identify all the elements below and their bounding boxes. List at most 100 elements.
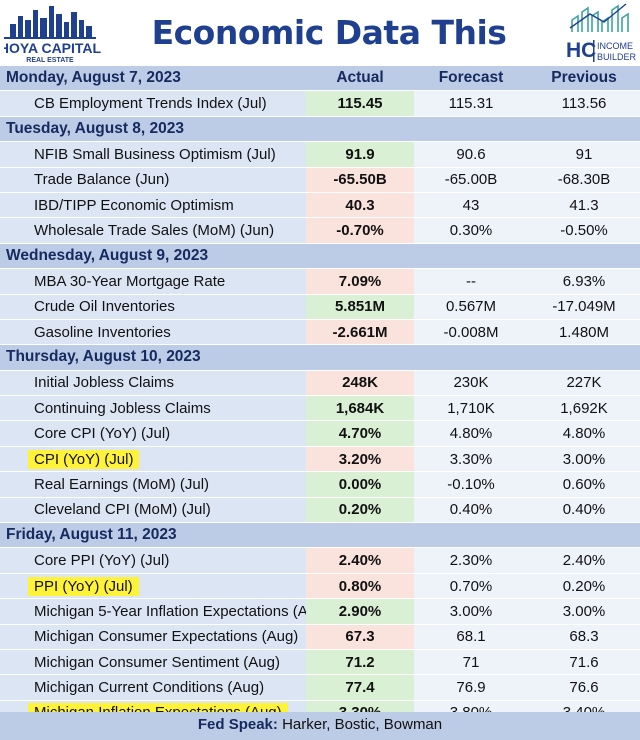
forecast-value: 0.70% <box>414 573 528 600</box>
indicator-name: Real Earnings (MoM) (Jul) <box>34 475 210 493</box>
forecast-value: 2.30% <box>414 547 528 574</box>
indicator-name-highlighted: PPI (YoY) (Jul) <box>28 576 139 596</box>
previous-value: 71.6 <box>528 649 640 676</box>
indicator-name: Trade Balance (Jun) <box>34 171 170 189</box>
indicator-name-highlighted: CPI (YoY) (Jul) <box>28 449 140 469</box>
table-row: Michigan 5-Year Inflation Expectations (… <box>0 598 640 625</box>
forecast-value: 90.6 <box>414 141 528 168</box>
actual-value: 2.90% <box>306 598 414 625</box>
forecast-value: 43 <box>414 192 528 219</box>
day-header-row: Monday, August 7, 2023 Actual Forecast P… <box>0 66 640 92</box>
table-row: Cleveland CPI (MoM) (Jul) 0.20% 0.40% 0.… <box>0 497 640 524</box>
fed-speak-footer: Fed Speak: Harker, Bostic, Bowman <box>0 712 640 740</box>
previous-value: 0.40% <box>528 497 640 524</box>
previous-value: -17.049M <box>528 294 640 320</box>
forecast-value: 4.80% <box>414 420 528 447</box>
actual-value: -0.70% <box>306 217 414 244</box>
day-label: Thursday, August 10, 2023 <box>0 344 306 371</box>
indicator-name: Core CPI (YoY) (Jul) <box>34 425 171 443</box>
logo-right-letters: HC <box>566 39 596 62</box>
actual-value: 115.45 <box>306 90 414 117</box>
previous-value: 3.00% <box>528 598 640 625</box>
day-header-row: Wednesday, August 9, 2023 <box>0 243 640 270</box>
forecast-value: 3.30% <box>414 446 528 473</box>
actual-value: 248K <box>306 370 414 397</box>
table-row: Core PPI (YoY) (Jul) 2.40% 2.30% 2.40% <box>0 547 640 574</box>
actual-value: 1,684K <box>306 395 414 422</box>
previous-value: 4.80% <box>528 420 640 447</box>
page-title: Economic Data This Week <box>151 13 507 102</box>
table-row: IBD/TIPP Economic Optimism 40.3 43 41.3 <box>0 192 640 219</box>
previous-value: 76.6 <box>528 674 640 701</box>
indicator-name: Initial Jobless Claims <box>34 374 175 392</box>
previous-value: 1,692K <box>528 395 640 422</box>
indicator-name: NFIB Small Business Optimism (Jul) <box>34 145 276 163</box>
column-header-previous: Previous <box>528 66 640 92</box>
day-header-row: Tuesday, August 8, 2023 <box>0 116 640 143</box>
table-row: Initial Jobless Claims 248K 230K 227K <box>0 370 640 397</box>
table-row: CPI (YoY) (Jul) 3.20% 3.30% 3.00% <box>0 446 640 473</box>
hc-income-builder-logo: HC INCOME BUILDER <box>566 3 637 62</box>
hoya-capital-logo: HOYA CAPITAL REAL ESTATE <box>4 6 102 64</box>
header: HOYA CAPITAL REAL ESTATE Economic Data T… <box>0 0 640 102</box>
indicator-name: Cleveland CPI (MoM) (Jul) <box>34 501 211 519</box>
actual-value: 0.00% <box>306 471 414 498</box>
actual-value: 4.70% <box>306 420 414 447</box>
logo-right-line1: INCOME <box>597 41 633 51</box>
previous-value: 0.20% <box>528 573 640 600</box>
previous-value: -0.50% <box>528 217 640 244</box>
table-row: PPI (YoY) (Jul) 0.80% 0.70% 0.20% <box>0 573 640 600</box>
table-row: NFIB Small Business Optimism (Jul) 91.9 … <box>0 141 640 168</box>
previous-value: 91 <box>528 141 640 168</box>
table-row: Trade Balance (Jun) -65.50B -65.00B -68.… <box>0 167 640 193</box>
indicator-name: Michigan Consumer Sentiment (Aug) <box>34 653 280 671</box>
table-row: Core CPI (YoY) (Jul) 4.70% 4.80% 4.80% <box>0 420 640 447</box>
table-row: Wholesale Trade Sales (MoM) (Jun) -0.70%… <box>0 217 640 244</box>
actual-value: 40.3 <box>306 192 414 219</box>
forecast-value: -0.008M <box>414 319 528 346</box>
forecast-value: 0.567M <box>414 294 528 320</box>
previous-value: 0.60% <box>528 471 640 498</box>
indicator-name: Core PPI (YoY) (Jul) <box>34 552 170 570</box>
indicator-name: MBA 30-Year Mortgage Rate <box>34 272 226 290</box>
indicator-name: IBD/TIPP Economic Optimism <box>34 196 234 214</box>
forecast-value: -- <box>414 268 528 295</box>
previous-value: 6.93% <box>528 268 640 295</box>
previous-value: 3.00% <box>528 446 640 473</box>
table-row: Michigan Consumer Sentiment (Aug) 71.2 7… <box>0 649 640 676</box>
forecast-value: 71 <box>414 649 528 676</box>
day-header-row: Friday, August 11, 2023 <box>0 522 640 549</box>
forecast-value: 1,710K <box>414 395 528 422</box>
logo-right-line2: BUILDER <box>597 52 637 62</box>
forecast-value: 3.00% <box>414 598 528 625</box>
day-label: Monday, August 7, 2023 <box>0 66 306 92</box>
indicator-name: Continuing Jobless Claims <box>34 399 211 417</box>
indicator-name: Michigan Consumer Expectations (Aug) <box>34 628 299 646</box>
forecast-value: -0.10% <box>414 471 528 498</box>
table-row: Crude Oil Inventories 5.851M 0.567M -17.… <box>0 294 640 320</box>
day-label: Tuesday, August 8, 2023 <box>0 116 306 143</box>
forecast-value: 68.1 <box>414 624 528 650</box>
actual-value: 0.80% <box>306 573 414 600</box>
logo-left-line1: HOYA CAPITAL <box>4 40 102 56</box>
indicator-name: Crude Oil Inventories <box>34 298 175 316</box>
actual-value: 2.40% <box>306 547 414 574</box>
indicator-name: CB Employment Trends Index (Jul) <box>34 95 267 113</box>
logo-left-line2: REAL ESTATE <box>26 57 74 64</box>
actual-value: 71.2 <box>306 649 414 676</box>
table-row: Michigan Consumer Expectations (Aug) 67.… <box>0 624 640 650</box>
column-header-actual: Actual <box>306 66 414 92</box>
day-label: Wednesday, August 9, 2023 <box>0 243 306 270</box>
actual-value: 91.9 <box>306 141 414 168</box>
fed-speak-names: Harker, Bostic, Bowman <box>282 716 443 733</box>
actual-value: -2.661M <box>306 319 414 346</box>
table-row: CB Employment Trends Index (Jul) 115.45 … <box>0 90 640 117</box>
previous-value: 2.40% <box>528 547 640 574</box>
day-label: Friday, August 11, 2023 <box>0 522 306 549</box>
previous-value: -68.30B <box>528 167 640 193</box>
actual-value: 5.851M <box>306 294 414 320</box>
forecast-value: 0.40% <box>414 497 528 524</box>
forecast-value: 76.9 <box>414 674 528 701</box>
table-row: Gasoline Inventories -2.661M -0.008M 1.4… <box>0 319 640 346</box>
